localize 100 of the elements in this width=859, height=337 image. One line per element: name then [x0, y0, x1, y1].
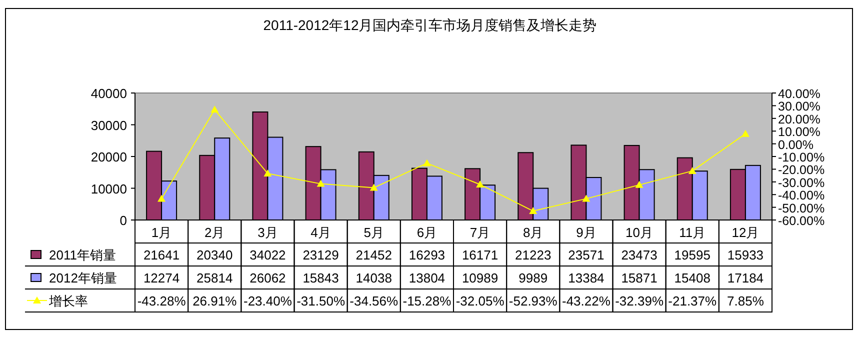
data-label: -31.50%: [296, 294, 346, 308]
y2-tick-label: 20.00%: [778, 112, 820, 126]
data-label: 15843: [302, 270, 339, 286]
y2-tick-label: -20.00%: [778, 163, 825, 178]
y2-tick-label: -40.00%: [778, 188, 825, 203]
point: [264, 170, 272, 177]
y2-tick-label: -30.00%: [778, 176, 825, 190]
bar: [146, 150, 162, 220]
data-label: 26062: [250, 270, 286, 286]
bar: [692, 170, 708, 220]
y-tick-label: 20000: [90, 150, 127, 164]
x-tick-label: 12月: [732, 225, 760, 240]
data-label: -32.39%: [615, 294, 664, 308]
bar: [676, 157, 693, 220]
data-label: 26.91%: [192, 294, 238, 308]
y2-tick-label: -60.00%: [778, 214, 825, 228]
point: [635, 180, 644, 188]
bar: [464, 168, 481, 220]
bar: [518, 152, 534, 220]
bar: [411, 168, 428, 220]
point: [210, 106, 219, 113]
data-label: 16293: [408, 248, 446, 262]
bar: [480, 184, 496, 220]
bar: [267, 136, 284, 220]
y2-tick-label: -10.00%: [778, 150, 825, 164]
x-tick-label: 5月: [364, 225, 384, 240]
point: [529, 207, 538, 214]
data-label: 12274: [143, 270, 180, 286]
y2-tick-label: 10.00%: [778, 125, 820, 140]
data-label: -52.93%: [508, 294, 558, 308]
point: [476, 180, 484, 188]
bar: [638, 169, 655, 220]
legend-label: 2012年销量: [49, 270, 117, 286]
point: [688, 166, 696, 174]
data-label: -32.05%: [456, 294, 505, 308]
x-tick-label: 1月: [151, 225, 172, 240]
chart-title: 2011-2012年12月国内牵引车市场月度销售及增长走势: [263, 17, 597, 33]
x-tick-label: 2月: [204, 225, 225, 240]
data-label: 10989: [462, 270, 498, 286]
y2-tick-label: 0.00%: [778, 138, 814, 152]
y2-tick-label: 40.00%: [778, 87, 820, 101]
data-label: 15408: [674, 270, 710, 286]
bar: [320, 169, 336, 220]
bar: [730, 168, 746, 220]
bar: [570, 144, 587, 220]
data-label: 34022: [250, 248, 286, 262]
data-label: 14038: [356, 270, 392, 286]
point: [316, 180, 325, 187]
bar: [358, 151, 374, 220]
data-label: 21452: [356, 248, 392, 262]
x-tick-label: 11月: [679, 225, 706, 240]
data-label: 23129: [302, 248, 339, 262]
data-label: -43.28%: [137, 294, 186, 308]
data-label: 9989: [518, 270, 548, 286]
data-label: 15871: [621, 270, 658, 286]
data-label: 21641: [143, 248, 180, 262]
bar: [586, 177, 602, 220]
bar: [532, 188, 549, 220]
x-tick-label: 8月: [523, 225, 544, 240]
data-label: 13384: [568, 270, 604, 286]
bar: [744, 164, 761, 220]
data-label: 16171: [462, 248, 498, 262]
bar: [373, 174, 390, 220]
bar: [426, 176, 442, 220]
point: [741, 130, 750, 137]
bar: [161, 180, 178, 220]
data-label: 19595: [674, 248, 710, 262]
data-label: -21.37%: [668, 294, 718, 308]
point: [422, 159, 431, 166]
point: [582, 194, 590, 202]
data-label: 15933: [727, 248, 764, 262]
point: [370, 184, 378, 191]
legend-label: 2011年销量: [49, 248, 116, 262]
data-label: -15.28%: [402, 294, 452, 308]
x-tick-label: 10月: [626, 225, 654, 240]
x-tick-label: 9月: [576, 225, 596, 240]
x-tick-label: 4月: [310, 225, 331, 240]
x-tick-label: 6月: [416, 225, 438, 240]
y-tick-label: 0: [120, 213, 127, 228]
data-label: 7.85%: [727, 294, 764, 308]
bar: [624, 144, 640, 220]
bar: [252, 111, 268, 220]
x-tick-label: 3月: [258, 225, 278, 240]
y-tick-label: 30000: [90, 118, 127, 133]
data-label: -34.56%: [350, 294, 399, 308]
data-label: 17184: [727, 270, 764, 286]
y2-tick-label: 30.00%: [778, 100, 820, 114]
data-label: 20340: [196, 248, 233, 262]
bar: [199, 154, 216, 220]
y-tick-label: 40000: [90, 86, 127, 101]
data-label: 21223: [515, 248, 552, 262]
data-label: 23473: [621, 248, 658, 262]
y-tick-label: 10000: [90, 181, 127, 196]
bar: [305, 146, 322, 220]
point: [158, 194, 166, 202]
x-tick-label: 7月: [470, 225, 490, 240]
y2-tick-label: -50.00%: [778, 201, 825, 216]
data-label: 13804: [408, 270, 446, 286]
legend-label: 增长率: [48, 294, 88, 308]
data-label: 25814: [196, 270, 233, 286]
